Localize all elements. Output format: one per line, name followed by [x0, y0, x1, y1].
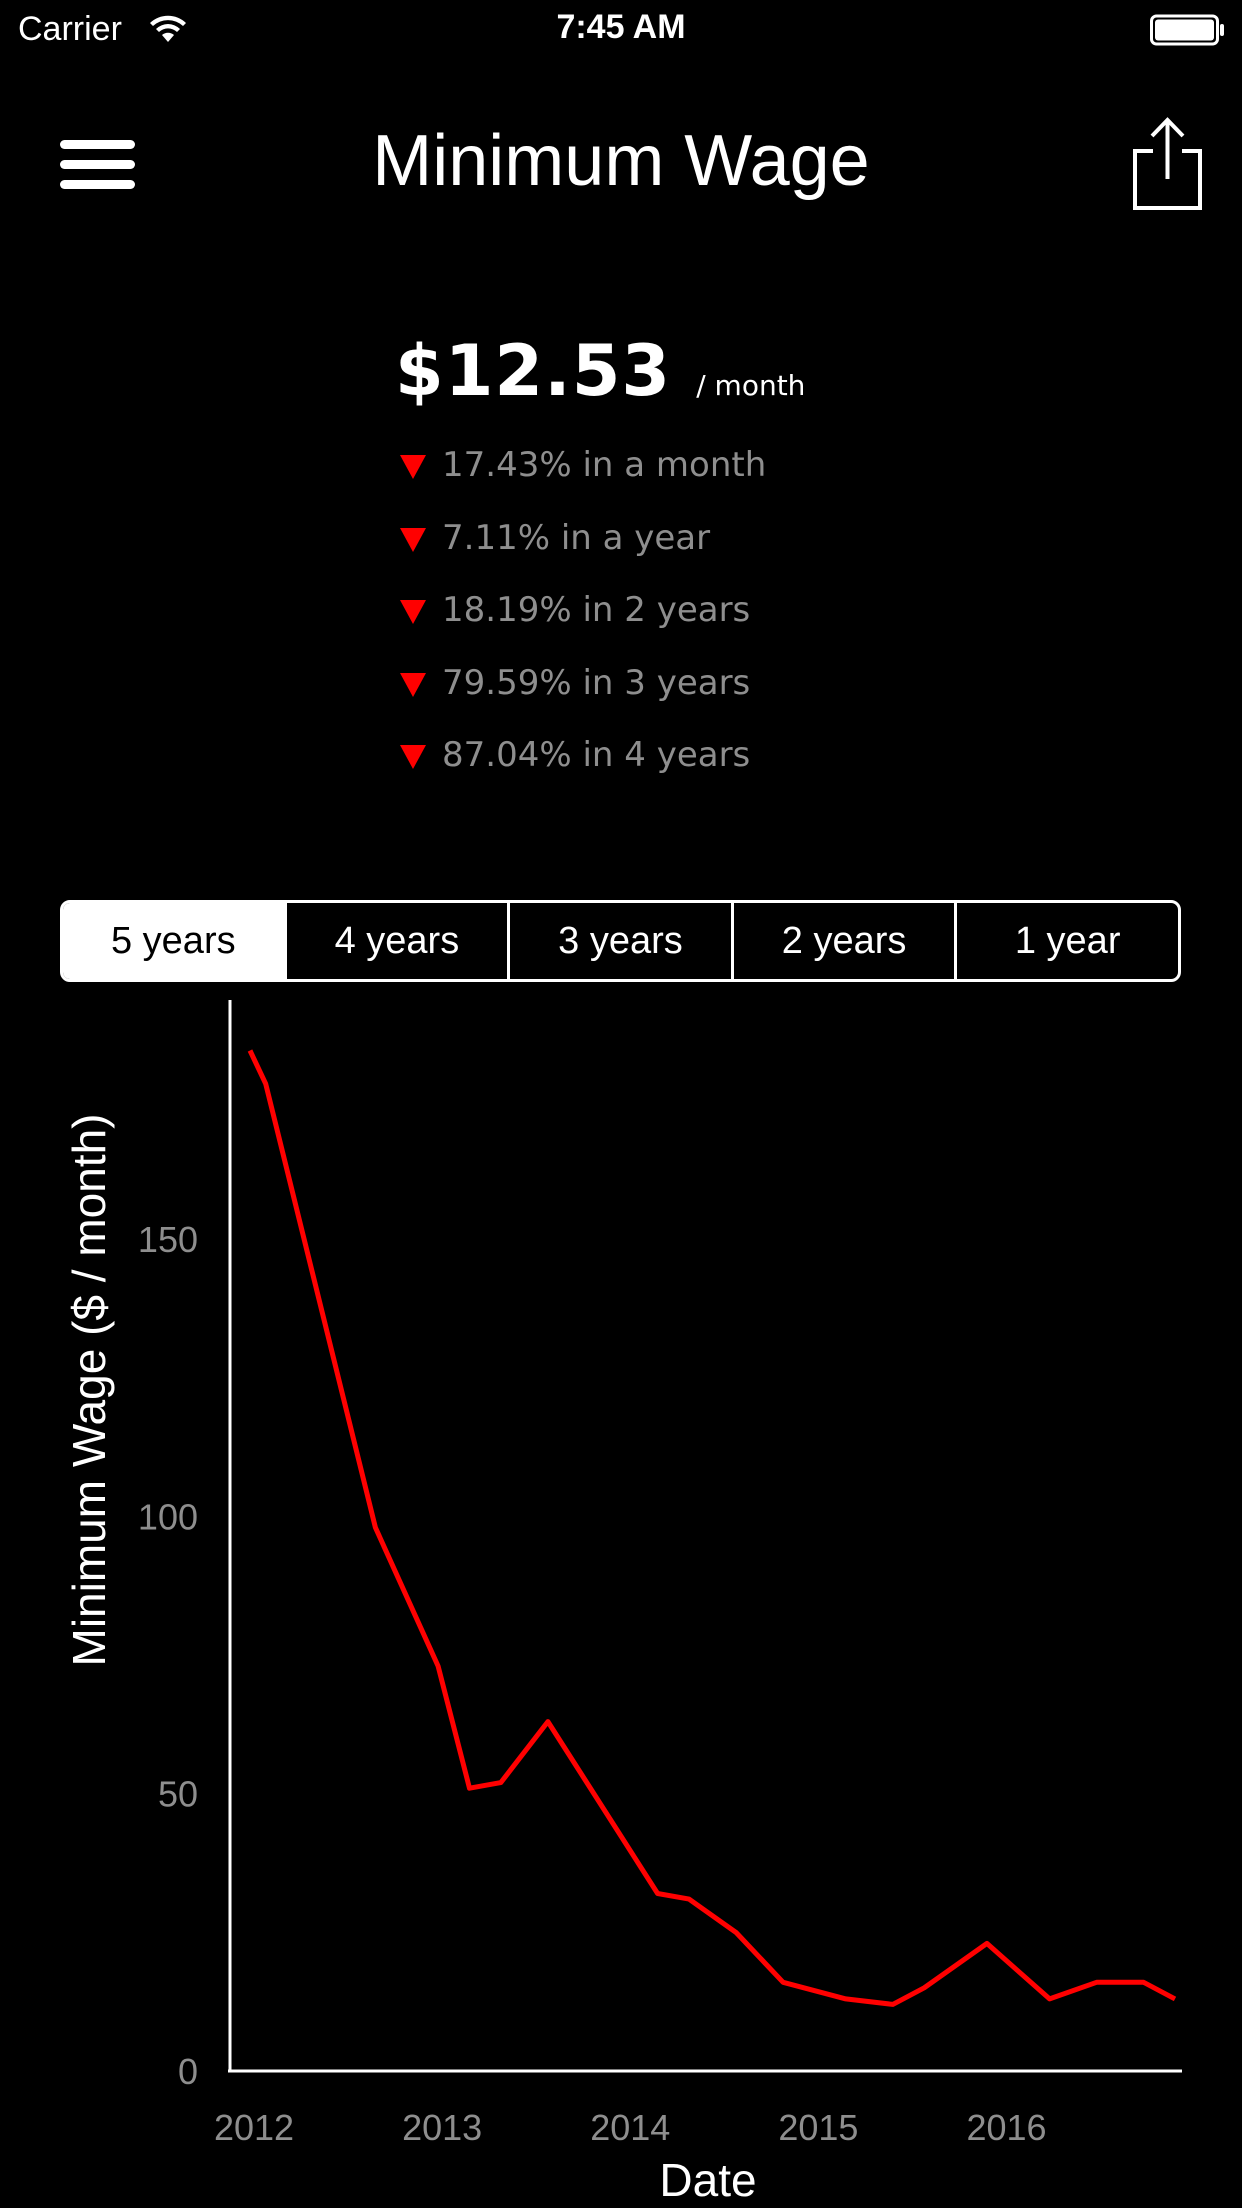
y-tick-label: 0	[178, 2051, 198, 2092]
range-option-1-year[interactable]: 1 year	[954, 903, 1178, 979]
down-arrow-icon	[400, 600, 426, 624]
down-arrow-icon	[400, 672, 426, 697]
price-unit: / month	[696, 369, 806, 402]
change-text: 79.59% in 3 years	[442, 662, 751, 703]
x-tick-label: 2016	[966, 2107, 1046, 2148]
status-bar: Carrier 7:45 AM	[0, 0, 1242, 60]
y-tick-label: 50	[158, 1774, 198, 1815]
change-list: 17.43% in a month 7.11% in a year 18.19%…	[400, 445, 766, 808]
down-arrow-icon	[400, 745, 426, 769]
battery-icon	[1150, 14, 1224, 46]
change-row: 7.11% in a year	[400, 518, 766, 591]
range-selector: 5 years 4 years 3 years 2 years 1 year	[60, 900, 1181, 982]
change-text: 17.43% in a month	[442, 445, 767, 485]
status-time: 7:45 AM	[556, 8, 686, 46]
change-row: 18.19% in 2 years	[400, 590, 766, 663]
y-tick-label: 150	[138, 1219, 198, 1260]
change-text: 7.11% in a year	[442, 517, 711, 558]
change-text: 87.04% in 4 years	[442, 735, 751, 775]
y-axis-label: Minimum Wage ($ / month)	[63, 1114, 115, 1667]
current-price: $12.53	[395, 330, 672, 412]
down-arrow-icon	[400, 527, 426, 552]
change-row: 79.59% in 3 years	[400, 663, 766, 736]
range-option-4-years[interactable]: 4 years	[283, 903, 508, 979]
x-axis-label: Date	[659, 2154, 756, 2206]
page-title: Minimum Wage	[372, 121, 870, 201]
series-line	[247, 1049, 1177, 2007]
change-row: 17.43% in a month	[400, 445, 766, 518]
carrier-label: Carrier	[18, 10, 122, 48]
x-tick-label: 2013	[402, 2107, 482, 2148]
x-tick-label: 2015	[778, 2107, 858, 2148]
share-icon	[1133, 117, 1202, 210]
range-option-3-years[interactable]: 3 years	[507, 903, 731, 979]
change-text: 18.19% in 2 years	[442, 590, 751, 630]
x-tick-label: 2012	[214, 2107, 294, 2148]
share-button[interactable]	[1125, 115, 1210, 215]
menu-button[interactable]	[50, 130, 140, 210]
wifi-icon	[150, 15, 186, 42]
price-summary: $12.53 / month	[395, 330, 805, 412]
range-option-5-years[interactable]: 5 years	[63, 903, 284, 979]
down-arrow-icon	[400, 455, 426, 479]
range-option-2-years[interactable]: 2 years	[730, 903, 955, 979]
change-row: 87.04% in 4 years	[400, 735, 766, 808]
x-tick-label: 2014	[590, 2107, 670, 2148]
y-tick-label: 100	[138, 1496, 198, 1537]
